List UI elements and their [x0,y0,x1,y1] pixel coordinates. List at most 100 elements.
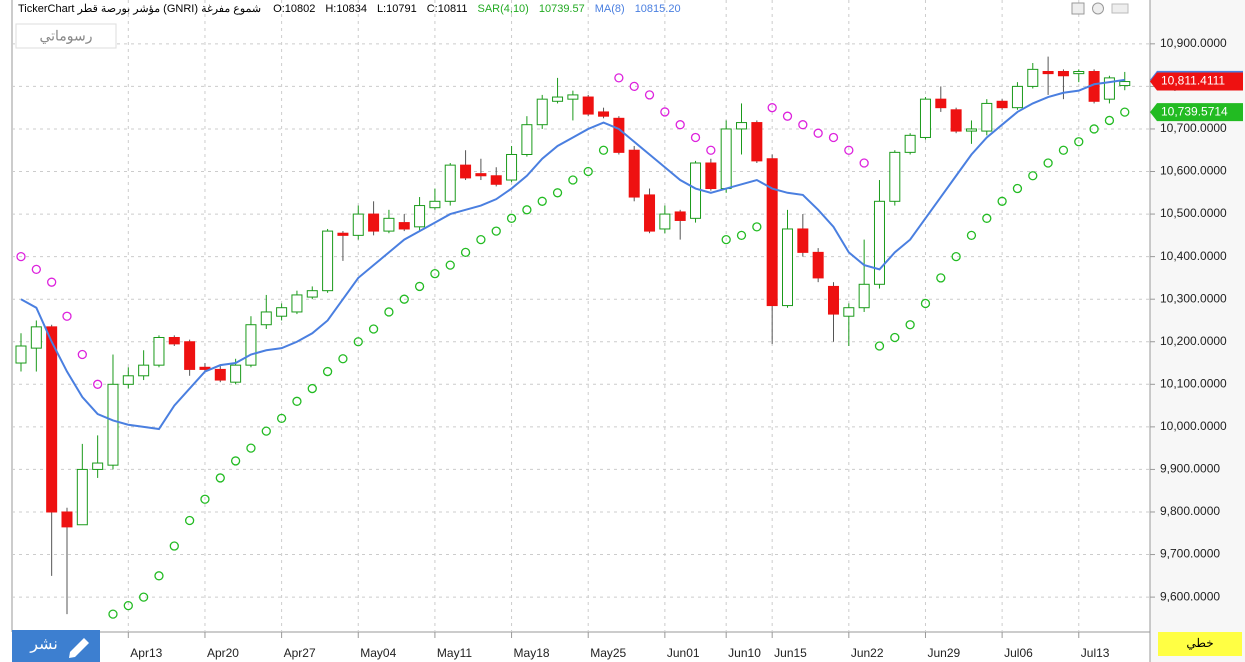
sar-dot [476,234,486,245]
header-field: H:10834 [325,3,367,15]
sar-dot [62,311,72,321]
sar-dot [936,273,946,283]
candle-body [490,175,502,185]
candle-body [230,364,242,383]
y-tick-label: 10,400.0000 [1160,249,1227,263]
x-tick-label: Jul06 [1004,646,1033,660]
sar-dot [982,213,992,223]
y-tick-label: 10,300.0000 [1160,291,1227,305]
candle-body [736,122,748,130]
candle-body [1042,70,1054,75]
chart-kind-button[interactable] [1158,632,1242,656]
sar-dot [430,269,440,279]
sar-dot [353,337,363,347]
sar-dot [108,609,118,619]
sar-dot [537,196,547,206]
candle-body [996,100,1008,109]
sar-dot [414,281,425,292]
candle-body [598,111,610,117]
sar-dot [905,320,915,330]
drawings-label: رسوماتي [39,28,92,45]
settings-button[interactable] [1092,2,1104,15]
value-badge-label: 10,811.4111 [1161,74,1225,88]
sar-dot [138,592,149,602]
sar-dot [215,473,225,483]
sar-dot [445,260,455,270]
candle-body [460,164,472,179]
candle-body [674,211,686,221]
candle-body [291,294,303,313]
x-tick-label: May04 [360,646,396,660]
sar-dot [154,571,164,581]
y-tick-label: 10,000.0000 [1160,419,1227,433]
sar-dot [1120,107,1130,117]
x-tick-label: May18 [514,646,550,660]
candle-body [184,341,196,370]
y-tick-label: 10,500.0000 [1160,206,1227,220]
y-tick-label: 10,700.0000 [1160,121,1227,135]
candle-body [644,194,656,232]
candle-body [751,122,763,162]
sar-dot [169,541,179,551]
candle-body [322,230,334,292]
candle-body [1027,68,1039,87]
candle-body [1103,77,1115,100]
sar-dot [16,251,26,262]
sar-dot [767,103,777,113]
x-tick-label: Apr20 [207,646,239,660]
value-badge [1150,103,1243,122]
candle-body [76,468,88,526]
candle-body [613,117,625,153]
sar-dot [307,383,317,394]
publish-label: نشر [29,636,58,653]
sar-dot [844,145,854,155]
candle-body [46,326,58,513]
candle-body [1011,85,1023,109]
sar-dot [1028,171,1038,181]
sar-dot [491,226,501,236]
candle-body [429,200,441,209]
sar-dot [460,247,471,258]
candle-body [889,151,901,202]
header-field: 10739.57 [539,3,585,15]
y-tick-label: 9,600.0000 [1160,589,1220,603]
header: TickerChart مؤشر بورصة قطر (GNRI) شموع م… [18,3,681,15]
sar-dot [721,234,731,245]
x-tick-label: Apr13 [130,646,162,660]
ma-line [20,78,1125,431]
x-tick-label: May11 [437,646,472,660]
candle-body [306,290,318,298]
candle-body [782,228,793,307]
candle-body [15,345,27,364]
candle-body [628,149,640,198]
sar-dot [261,426,271,436]
sar-dot [1012,183,1023,194]
chart-kind-label: خطي [1186,636,1213,650]
sar-dot [660,107,670,117]
window-button[interactable] [1071,2,1085,15]
grid: 9,600.0000 9,700.0000 9,800.0000 9,900.0000… [12,0,1227,660]
sar-dot [644,90,655,100]
candle-body [506,153,518,181]
candle-body [720,128,732,190]
candle-body [122,375,134,385]
y-tick-label: 9,800.0000 [1160,504,1220,518]
candle-body [199,366,211,370]
sar-dot [506,213,517,223]
sar-dot [966,230,977,241]
sar-dot [1089,124,1099,134]
candle-body [138,364,150,377]
sar-dot [920,298,931,309]
header-field: O:10802 [273,3,315,15]
sar-dot [813,128,823,138]
candle-body [398,222,410,230]
sar-dot [1104,115,1115,126]
drawings-button[interactable] [15,23,117,49]
header-field: L:10791 [377,3,417,15]
candle-body [1119,81,1131,87]
menu-button[interactable] [1111,3,1129,14]
